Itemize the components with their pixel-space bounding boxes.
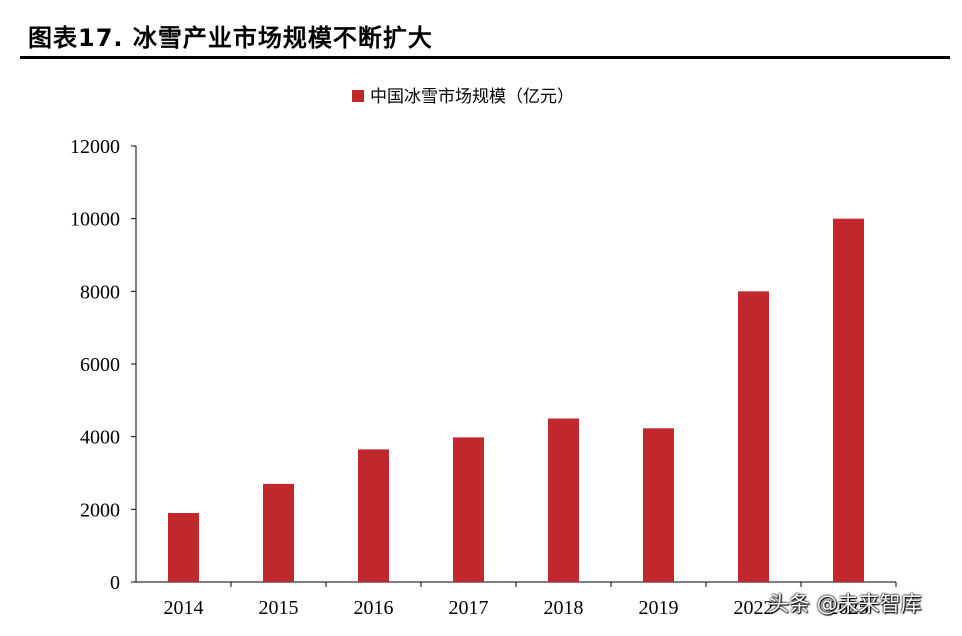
bar-2014 xyxy=(168,512,199,582)
legend-label: 中国冰雪市场规模（亿元） xyxy=(370,87,574,107)
bar-2022 xyxy=(738,291,769,582)
bar-2018 xyxy=(548,418,579,582)
x-tick-label: 2025 xyxy=(829,597,869,619)
x-tick-label: 2022 xyxy=(734,597,774,619)
x-tick-label: 2017 xyxy=(449,597,489,619)
x-tick-label: 2015 xyxy=(259,597,299,619)
y-tick-label: 4000 xyxy=(80,427,120,449)
y-tick-label: 0 xyxy=(110,572,120,594)
x-tick-label: 2019 xyxy=(639,597,679,619)
title-underline xyxy=(20,56,950,59)
figure-title: 图表17. 冰雪产业市场规模不断扩大 xyxy=(28,24,433,52)
bar-2017 xyxy=(453,437,484,582)
x-tick-label: 2016 xyxy=(354,597,394,619)
x-tick-label: 2014 xyxy=(164,597,204,619)
bar-2015 xyxy=(263,483,294,582)
legend-swatch xyxy=(352,90,364,102)
watermark: 头条 @未来智库 xyxy=(768,592,922,616)
y-tick-label: 12000 xyxy=(70,136,120,158)
y-tick-label: 8000 xyxy=(80,281,120,303)
y-tick-label: 6000 xyxy=(80,354,120,376)
x-tick-label: 2018 xyxy=(544,597,584,619)
y-tick-label: 10000 xyxy=(70,209,120,231)
bar-2016 xyxy=(358,449,389,582)
y-tick-label: 2000 xyxy=(80,499,120,521)
bar-2025 xyxy=(833,218,864,582)
bar-2019 xyxy=(643,428,674,582)
